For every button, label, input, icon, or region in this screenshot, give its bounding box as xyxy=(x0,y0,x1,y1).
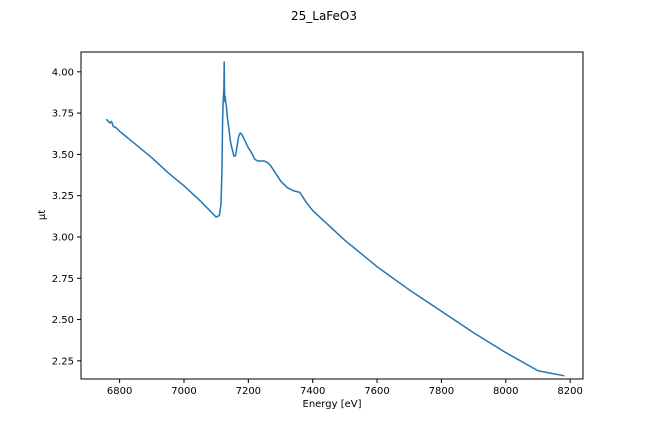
plot-area xyxy=(81,52,583,379)
x-tick-label: 8200 xyxy=(557,386,582,397)
y-tick-label: 2.75 xyxy=(52,274,74,285)
x-tick-label: 7000 xyxy=(171,386,196,397)
y-tick-label: 3.50 xyxy=(52,150,74,161)
x-tick-label: 6800 xyxy=(107,386,132,397)
y-tick-label: 2.50 xyxy=(52,315,74,326)
x-tick-label: 7800 xyxy=(429,386,454,397)
y-tick-label: 3.00 xyxy=(52,232,74,243)
x-axis-label: Energy [eV] xyxy=(303,399,362,410)
x-tick-label: 8000 xyxy=(493,386,518,397)
y-tick-label: 4.00 xyxy=(52,67,74,78)
y-tick-label: 3.25 xyxy=(52,191,74,202)
y-axis-label: μt xyxy=(37,210,48,220)
y-tick-label: 3.75 xyxy=(52,109,74,120)
y-tick-label: 2.25 xyxy=(52,356,74,367)
x-tick-label: 7600 xyxy=(364,386,389,397)
x-tick-label: 7400 xyxy=(300,386,325,397)
x-tick-label: 7200 xyxy=(236,386,261,397)
chart-title: 25_LaFeO3 xyxy=(291,9,357,23)
